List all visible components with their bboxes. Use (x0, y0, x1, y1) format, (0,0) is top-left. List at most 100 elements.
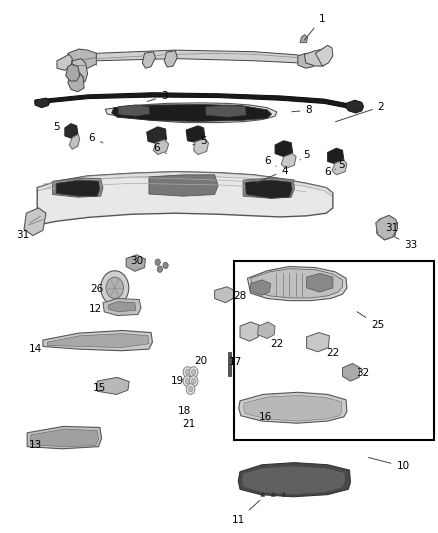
Polygon shape (47, 334, 149, 348)
Polygon shape (35, 98, 50, 108)
Polygon shape (43, 330, 152, 351)
Text: 11: 11 (232, 500, 260, 524)
Polygon shape (142, 52, 155, 68)
Polygon shape (215, 287, 234, 303)
Polygon shape (239, 392, 347, 423)
Circle shape (163, 262, 168, 269)
Polygon shape (243, 178, 294, 198)
Polygon shape (147, 127, 166, 144)
Circle shape (188, 386, 193, 392)
Text: 30: 30 (130, 256, 143, 266)
Text: 16: 16 (258, 412, 272, 422)
Circle shape (189, 376, 198, 386)
Polygon shape (247, 266, 347, 301)
Text: 17: 17 (229, 358, 242, 367)
Polygon shape (149, 175, 218, 196)
Polygon shape (343, 364, 360, 381)
Polygon shape (206, 105, 246, 117)
Text: 8: 8 (292, 106, 312, 115)
Polygon shape (228, 352, 231, 376)
Polygon shape (377, 216, 398, 240)
Polygon shape (251, 280, 271, 295)
Polygon shape (251, 269, 343, 298)
Circle shape (191, 369, 196, 375)
Text: 6: 6 (153, 143, 166, 154)
Circle shape (189, 367, 198, 377)
Polygon shape (31, 429, 99, 447)
Polygon shape (186, 126, 205, 143)
Text: 15: 15 (92, 383, 106, 393)
Polygon shape (304, 49, 328, 66)
Text: 31: 31 (385, 223, 399, 233)
Polygon shape (346, 100, 364, 113)
Polygon shape (69, 134, 80, 149)
Text: 6: 6 (324, 167, 331, 176)
Polygon shape (68, 71, 84, 92)
Text: 5: 5 (300, 150, 310, 160)
Text: 22: 22 (326, 348, 339, 358)
Polygon shape (103, 298, 141, 316)
Polygon shape (242, 466, 345, 495)
Bar (234, 261, 434, 440)
Polygon shape (56, 180, 100, 196)
Polygon shape (238, 463, 350, 497)
Text: 32: 32 (356, 368, 369, 378)
Polygon shape (65, 124, 78, 139)
Polygon shape (298, 53, 315, 68)
Text: 18: 18 (177, 407, 191, 416)
Polygon shape (244, 395, 342, 421)
Polygon shape (97, 377, 129, 394)
Polygon shape (194, 139, 208, 155)
Text: 4: 4 (257, 166, 288, 183)
Text: 1: 1 (304, 14, 325, 41)
Text: 26: 26 (91, 284, 104, 294)
Text: 22: 22 (271, 339, 284, 349)
Text: 25: 25 (357, 312, 384, 330)
Text: 20: 20 (194, 357, 207, 366)
Polygon shape (71, 59, 88, 85)
Polygon shape (258, 322, 275, 338)
Text: 12: 12 (89, 304, 102, 314)
Text: 6: 6 (264, 156, 276, 166)
Polygon shape (376, 215, 398, 240)
Circle shape (185, 378, 190, 384)
Polygon shape (315, 45, 333, 66)
Polygon shape (275, 141, 293, 157)
Circle shape (157, 266, 162, 272)
Text: 3: 3 (147, 91, 168, 101)
Circle shape (186, 384, 195, 394)
Text: 10: 10 (368, 457, 410, 471)
Text: 5: 5 (193, 136, 207, 146)
Polygon shape (300, 35, 307, 43)
Polygon shape (332, 160, 347, 175)
Text: 5: 5 (335, 160, 345, 170)
Polygon shape (126, 255, 145, 271)
Circle shape (183, 376, 192, 386)
Circle shape (106, 277, 124, 298)
Polygon shape (153, 140, 169, 155)
Polygon shape (307, 273, 333, 292)
Text: 33: 33 (395, 237, 417, 250)
Polygon shape (281, 154, 296, 168)
Text: 6: 6 (88, 133, 103, 143)
Text: 28: 28 (233, 291, 247, 301)
Polygon shape (109, 302, 136, 312)
Polygon shape (112, 104, 272, 122)
Polygon shape (307, 333, 329, 352)
Polygon shape (68, 49, 96, 68)
Polygon shape (66, 64, 80, 81)
Polygon shape (245, 180, 292, 198)
Polygon shape (240, 322, 259, 341)
Polygon shape (53, 178, 103, 197)
Polygon shape (105, 103, 277, 123)
Polygon shape (57, 54, 72, 70)
Text: 2: 2 (336, 102, 385, 122)
Polygon shape (164, 51, 177, 67)
Text: 14: 14 (28, 344, 42, 354)
Circle shape (155, 259, 160, 265)
Polygon shape (37, 172, 333, 225)
Text: 31: 31 (16, 230, 29, 239)
Text: 19: 19 (171, 376, 184, 386)
Polygon shape (118, 105, 150, 116)
Text: 21: 21 (183, 419, 196, 429)
